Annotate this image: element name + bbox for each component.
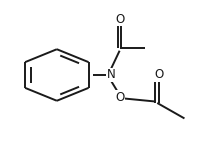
Text: O: O	[115, 13, 124, 26]
Text: N: N	[107, 69, 116, 81]
Text: O: O	[115, 91, 124, 104]
Text: O: O	[155, 69, 164, 81]
